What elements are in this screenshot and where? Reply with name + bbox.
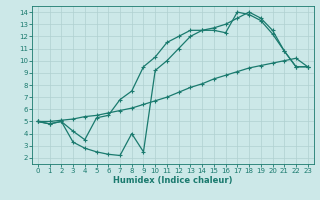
X-axis label: Humidex (Indice chaleur): Humidex (Indice chaleur) (113, 176, 233, 185)
